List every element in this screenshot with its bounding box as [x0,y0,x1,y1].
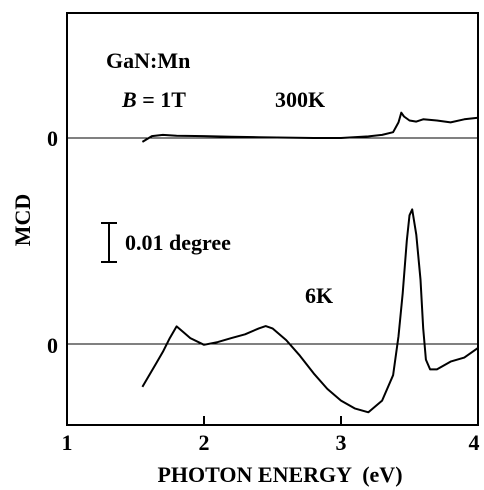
plot-frame [66,12,479,426]
x-tick-label-1: 1 [62,430,73,455]
x-tick-marks [66,416,479,425]
field-symbol: B [121,87,137,112]
x-tick-label-2: 2 [199,430,210,455]
series-line-300k [141,111,479,143]
temp-label-6k: 6K [305,283,333,308]
series-line-6k [141,208,479,414]
x-tick-label-3: 3 [336,430,347,455]
material-label: GaN:Mn [106,48,190,73]
x-axis-label: PHOTON ENERGY (eV) [157,462,402,487]
temp-label-300k: 300K [275,87,325,112]
field-value: = 1T [137,87,187,112]
scale-bar [101,222,117,263]
x-tick-label-4: 4 [469,430,480,455]
field-label: B = 1T [121,87,186,112]
y-axis-label: MCD [10,194,35,247]
y-zero-label-6k: 0 [47,333,58,358]
scale-bar-label: 0.01 degree [125,230,231,255]
y-zero-label-300k: 0 [47,126,58,151]
